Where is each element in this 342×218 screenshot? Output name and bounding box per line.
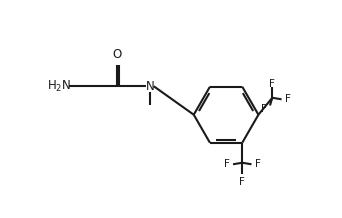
- Text: F: F: [239, 177, 245, 187]
- Text: H$_2$N: H$_2$N: [47, 79, 71, 94]
- Text: F: F: [269, 79, 275, 89]
- Text: F: F: [224, 159, 230, 169]
- Text: F: F: [285, 94, 290, 104]
- Text: F: F: [254, 159, 261, 169]
- Text: F: F: [261, 104, 267, 114]
- Text: N: N: [145, 80, 154, 93]
- Text: O: O: [112, 48, 121, 61]
